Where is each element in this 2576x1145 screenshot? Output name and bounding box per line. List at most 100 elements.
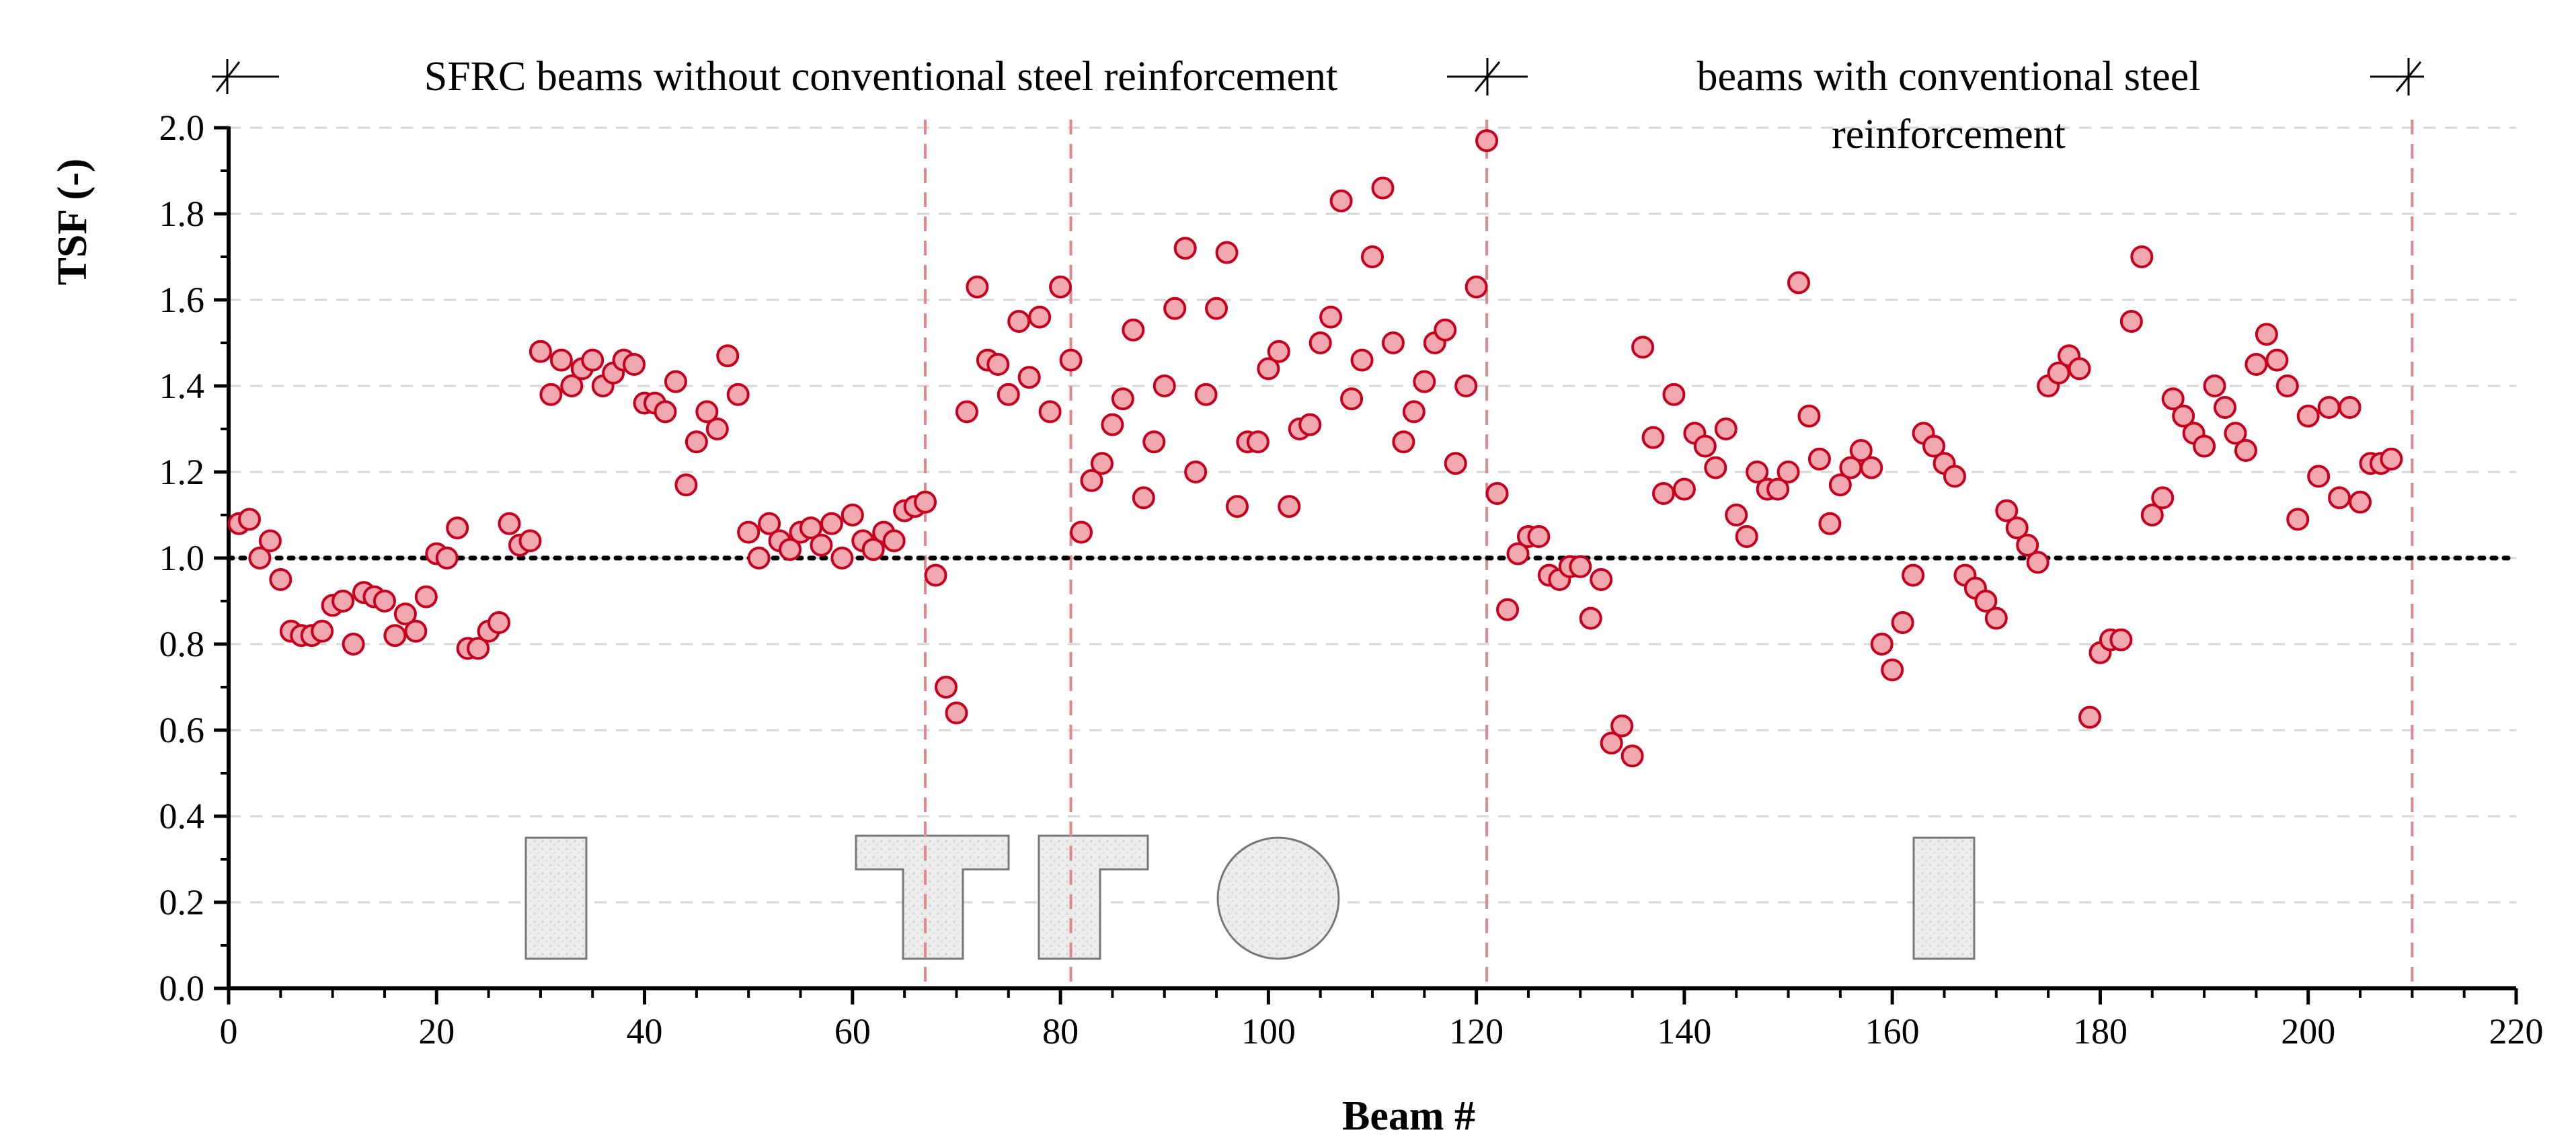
data-point — [560, 374, 584, 397]
data-point — [1298, 413, 1322, 436]
data-point — [248, 547, 272, 569]
data-point — [2380, 447, 2403, 471]
data-point — [654, 400, 677, 424]
data-point — [674, 473, 698, 497]
data-point — [1173, 237, 1197, 260]
x-tick-label: 140 — [1657, 1011, 1711, 1052]
data-point — [1631, 335, 1655, 359]
data-point — [383, 624, 407, 647]
data-point — [1142, 430, 1166, 454]
data-point — [1163, 297, 1187, 320]
data-point — [1797, 404, 1821, 428]
data-point — [1454, 374, 1478, 397]
data-point — [966, 275, 989, 299]
data-point — [986, 353, 1010, 376]
data-point — [2338, 396, 2362, 419]
data-point — [779, 538, 802, 561]
data-point — [1392, 430, 1415, 454]
x-axis-title: Beam # — [1342, 1093, 1475, 1139]
data-point — [1766, 477, 1790, 501]
y-tick-label: 0.6 — [159, 710, 205, 750]
data-point — [446, 516, 469, 540]
data-point — [1714, 418, 1738, 440]
data-point — [1704, 456, 1727, 479]
data-point — [1444, 452, 1467, 475]
data-point — [799, 516, 822, 540]
data-point — [1153, 374, 1176, 397]
data-point — [1132, 486, 1155, 510]
data-point — [2203, 374, 2226, 397]
data-point — [1257, 357, 1280, 381]
data-point — [331, 590, 355, 613]
data-point — [695, 400, 719, 424]
t-section-icon — [855, 834, 1010, 960]
y-tick-label: 1.0 — [159, 538, 205, 578]
data-point — [311, 619, 334, 643]
data-point — [997, 383, 1020, 406]
data-point — [1777, 461, 1800, 483]
data-point — [2265, 348, 2289, 372]
group-annotations: SFRC beams without conventional steel re… — [212, 54, 2424, 157]
data-point — [945, 701, 968, 725]
data-point — [830, 547, 854, 569]
data-point — [1860, 456, 1883, 479]
y-axis-title: TSF (-) — [50, 159, 95, 286]
data-point — [1818, 512, 1842, 535]
data-point — [414, 585, 438, 608]
data-point — [2078, 705, 2101, 729]
data-point — [269, 568, 292, 591]
x-tick-label: 160 — [1865, 1011, 1920, 1052]
data-point — [1267, 340, 1290, 363]
data-point — [1017, 366, 1041, 389]
data-point — [342, 633, 365, 656]
data-point — [581, 348, 604, 372]
data-point — [705, 418, 729, 440]
data-point — [1662, 383, 1686, 406]
data-point — [1329, 189, 1353, 212]
cross-section-icons — [524, 834, 1976, 960]
data-point — [1101, 413, 1124, 436]
data-point — [467, 637, 490, 660]
data-point — [2068, 357, 2091, 381]
data-point — [498, 512, 521, 535]
data-point — [2317, 396, 2341, 419]
t-section-icon — [1038, 834, 1149, 960]
x-tick-label: 180 — [2073, 1011, 2128, 1052]
data-point — [1672, 477, 1696, 501]
data-point — [820, 512, 843, 535]
data-point — [2119, 310, 2143, 333]
data-point — [1735, 525, 1758, 548]
data-point — [716, 344, 740, 368]
data-point — [924, 563, 947, 587]
data-point — [2224, 422, 2247, 445]
annotation-group2-line2: reinforcement — [1832, 112, 2066, 157]
data-point — [1902, 563, 1925, 587]
data-point — [1361, 245, 1384, 268]
rect-section-icon — [1912, 836, 1976, 960]
x-tick-label: 100 — [1241, 1011, 1296, 1052]
data-point — [1974, 590, 1998, 613]
data-point — [518, 529, 542, 553]
data-point — [2016, 533, 2039, 557]
data-point — [726, 383, 750, 406]
data-point — [1984, 606, 2008, 630]
data-point — [1870, 633, 1894, 656]
x-tick-label: 220 — [2489, 1011, 2544, 1052]
data-point — [2245, 353, 2268, 376]
data-point — [2151, 486, 2175, 510]
data-point — [2005, 516, 2029, 540]
data-point — [1693, 434, 1717, 458]
data-point — [1590, 568, 1613, 591]
data-point — [1881, 658, 1904, 682]
data-point — [258, 529, 282, 553]
circular-section-icon — [1216, 836, 1340, 960]
data-point — [1995, 499, 2019, 522]
data-point — [1506, 542, 1530, 565]
data-point — [664, 370, 687, 393]
y-tick-label: 0.4 — [159, 796, 205, 836]
data-point — [1434, 318, 1457, 342]
data-point — [1225, 495, 1249, 518]
y-tick-label: 0.2 — [159, 882, 205, 922]
